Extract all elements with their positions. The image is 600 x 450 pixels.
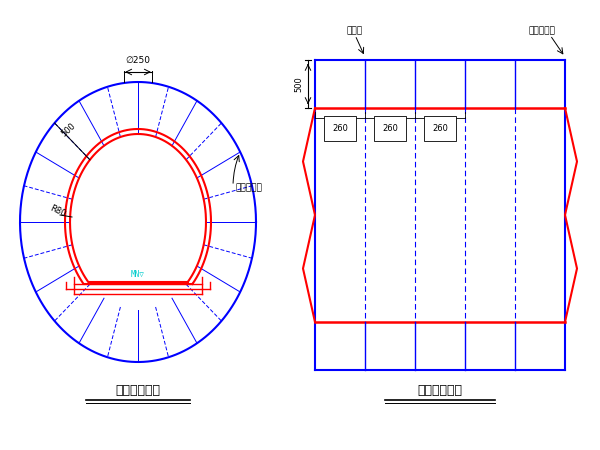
Text: R80: R80 [48, 204, 67, 219]
Text: 260: 260 [382, 124, 398, 133]
Text: 注浆正断面图: 注浆正断面图 [115, 384, 161, 397]
Text: 260: 260 [332, 124, 348, 133]
Text: 500: 500 [295, 76, 304, 92]
Text: 260: 260 [432, 124, 448, 133]
Text: 注浆孔: 注浆孔 [347, 26, 363, 35]
Text: MN▽: MN▽ [131, 270, 145, 279]
Text: 500: 500 [59, 121, 77, 139]
Text: ∅250: ∅250 [125, 56, 151, 65]
Text: 设计加固线: 设计加固线 [528, 26, 555, 35]
Text: 注浆纵断面图: 注浆纵断面图 [418, 384, 463, 397]
Text: 设计加固线: 设计加固线 [235, 183, 262, 192]
